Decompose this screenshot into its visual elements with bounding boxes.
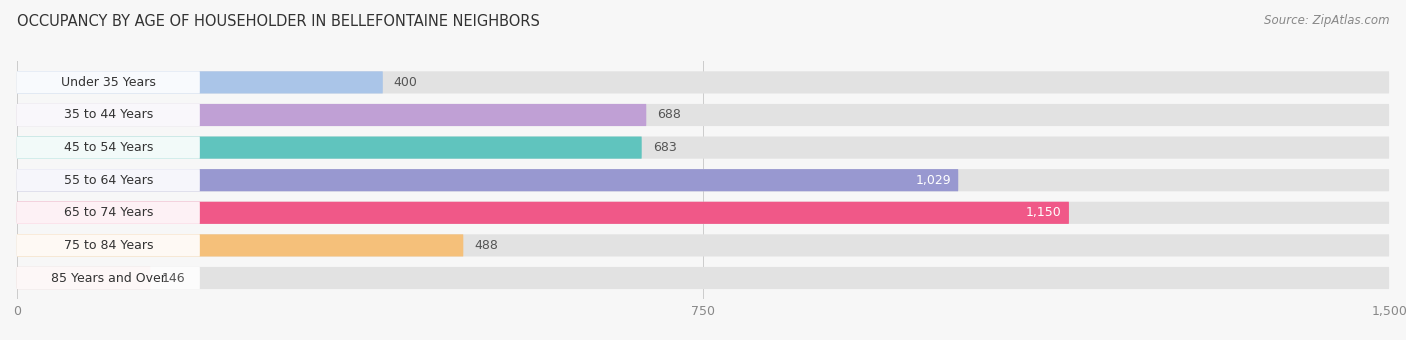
FancyBboxPatch shape <box>17 169 200 191</box>
Text: 1,150: 1,150 <box>1026 206 1062 219</box>
FancyBboxPatch shape <box>17 234 200 256</box>
FancyBboxPatch shape <box>17 71 1389 94</box>
Text: 65 to 74 Years: 65 to 74 Years <box>63 206 153 219</box>
FancyBboxPatch shape <box>17 202 1069 224</box>
Text: 35 to 44 Years: 35 to 44 Years <box>63 108 153 121</box>
FancyBboxPatch shape <box>17 234 1389 256</box>
FancyBboxPatch shape <box>17 104 1389 126</box>
FancyBboxPatch shape <box>17 71 200 94</box>
FancyBboxPatch shape <box>17 169 959 191</box>
Text: OCCUPANCY BY AGE OF HOUSEHOLDER IN BELLEFONTAINE NEIGHBORS: OCCUPANCY BY AGE OF HOUSEHOLDER IN BELLE… <box>17 14 540 29</box>
FancyBboxPatch shape <box>17 71 382 94</box>
Text: 55 to 64 Years: 55 to 64 Years <box>63 174 153 187</box>
Text: 488: 488 <box>474 239 498 252</box>
FancyBboxPatch shape <box>17 137 200 159</box>
FancyBboxPatch shape <box>17 234 464 256</box>
Text: Source: ZipAtlas.com: Source: ZipAtlas.com <box>1264 14 1389 27</box>
Text: 683: 683 <box>652 141 676 154</box>
FancyBboxPatch shape <box>17 202 200 224</box>
FancyBboxPatch shape <box>17 267 1389 289</box>
FancyBboxPatch shape <box>17 104 647 126</box>
Text: 400: 400 <box>394 76 418 89</box>
FancyBboxPatch shape <box>17 202 1389 224</box>
FancyBboxPatch shape <box>17 267 150 289</box>
Text: 85 Years and Over: 85 Years and Over <box>51 272 166 285</box>
FancyBboxPatch shape <box>17 104 200 126</box>
Text: 45 to 54 Years: 45 to 54 Years <box>63 141 153 154</box>
FancyBboxPatch shape <box>17 267 200 289</box>
Text: 688: 688 <box>657 108 681 121</box>
FancyBboxPatch shape <box>17 137 641 159</box>
FancyBboxPatch shape <box>17 169 1389 191</box>
FancyBboxPatch shape <box>17 137 1389 159</box>
Text: 1,029: 1,029 <box>915 174 950 187</box>
Text: Under 35 Years: Under 35 Years <box>60 76 156 89</box>
Text: 146: 146 <box>162 272 186 285</box>
Text: 75 to 84 Years: 75 to 84 Years <box>63 239 153 252</box>
